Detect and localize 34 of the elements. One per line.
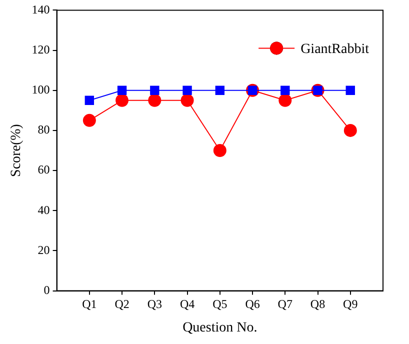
- y-axis-title: Score(%): [9, 124, 24, 177]
- x-tick-label: Q5: [212, 297, 228, 312]
- point: [84, 96, 94, 105]
- point: [346, 86, 355, 95]
- point: [82, 114, 96, 127]
- point: [278, 94, 292, 107]
- y-tick-label: 40: [38, 202, 50, 217]
- point: [148, 94, 162, 107]
- y-tick-label: 60: [38, 162, 50, 177]
- x-tick-label: Q8: [310, 297, 326, 312]
- point: [180, 94, 194, 107]
- x-tick-label: Q3: [147, 297, 162, 312]
- x-tick-label: Q2: [114, 297, 130, 312]
- x-tick-label: Q6: [245, 297, 260, 312]
- x-axis-title: Question No.: [182, 320, 258, 336]
- y-tick-label: 140: [32, 2, 50, 16]
- point: [215, 86, 224, 95]
- point: [182, 86, 192, 95]
- y-tick-label: 100: [32, 82, 50, 97]
- point: [344, 124, 357, 137]
- point: [213, 144, 226, 157]
- x-tick-label: Q4: [180, 297, 195, 312]
- x-tick-label: Q1: [82, 297, 97, 312]
- legend-label: GiantRabbit: [300, 42, 370, 57]
- x-tick-label: Q7: [278, 297, 292, 312]
- y-tick-label: 0: [44, 282, 50, 297]
- y-tick-label: 20: [38, 242, 50, 257]
- y-tick-label: 80: [38, 122, 50, 137]
- y-tick-label: 120: [32, 42, 50, 56]
- x-tick-label: Q9: [343, 297, 358, 312]
- point: [117, 86, 127, 95]
- point: [150, 86, 160, 95]
- point: [116, 94, 129, 107]
- point: [280, 86, 290, 95]
